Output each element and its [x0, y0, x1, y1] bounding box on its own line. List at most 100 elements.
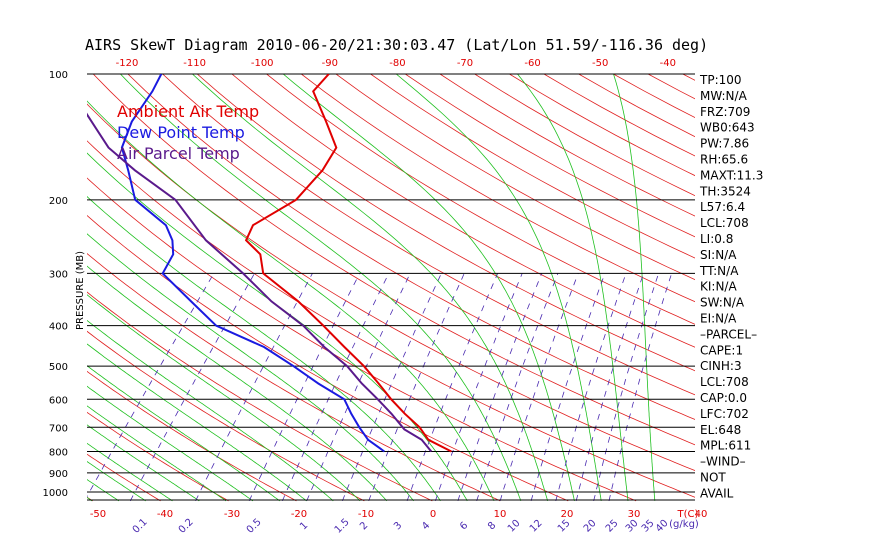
ambient-air-temp-line — [244, 74, 452, 453]
index-row: PW:7.86 — [700, 137, 749, 151]
mixing-ratio-label: 0.5 — [245, 517, 264, 536]
pressure-tick-label: 200 — [49, 196, 68, 207]
bottom-temp-tick: -20 — [291, 509, 307, 520]
moist-adiabat — [87, 233, 414, 502]
dry-adiabat — [787, 74, 870, 501]
mixing-ratio-label: 25 — [604, 518, 621, 535]
mixing-ratio-label: 3 — [392, 520, 404, 532]
index-row: L57:6.4 — [700, 200, 745, 214]
bottom-temp-tick: 0 — [430, 509, 436, 520]
dry-adiabat — [509, 74, 695, 177]
dry-adiabat — [87, 103, 695, 472]
mixing-ratio-unit-label: (g/kg) — [669, 519, 699, 530]
pressure-tick-label: 400 — [49, 322, 68, 333]
moist-adiabat — [87, 319, 334, 502]
legend-ambient-air-temp: Ambient Air Temp — [117, 102, 259, 121]
index-row: CAP:0.0 — [700, 391, 747, 405]
mixing-ratio-line — [499, 273, 579, 502]
moist-adiabat — [87, 294, 361, 502]
index-row: EI:N/A — [700, 312, 737, 326]
moist-adiabat — [395, 74, 602, 501]
dry-adiabat — [301, 74, 695, 303]
dry-adiabat — [92, 74, 695, 446]
mixing-ratio-line — [457, 273, 543, 502]
dry-adiabat — [87, 291, 433, 502]
mixing-ratio-line — [195, 273, 313, 502]
moist-adiabat — [87, 343, 307, 502]
mixing-ratio-label: 1 — [298, 520, 310, 532]
top-temp-tick: -40 — [660, 58, 676, 69]
moist-adiabat — [87, 385, 254, 502]
moist-adiabat — [192, 74, 548, 501]
index-row: SW:N/A — [700, 296, 745, 310]
dry-adiabat — [87, 370, 297, 502]
mixing-ratio-line — [248, 273, 360, 502]
dry-adiabat — [822, 74, 870, 501]
mixing-ratio-label: 30 — [624, 518, 641, 535]
bottom-temp-tick: -30 — [224, 509, 240, 520]
top-temp-tick: -80 — [389, 58, 405, 69]
index-row: TH:3524 — [699, 184, 751, 198]
bottom-temp-tick: 20 — [561, 509, 574, 520]
index-row: CAPE:1 — [700, 343, 743, 357]
top-temp-tick: -120 — [116, 58, 139, 69]
top-temp-tick: -90 — [322, 58, 338, 69]
mixing-ratio-line — [281, 273, 390, 502]
mixing-ratio-line — [368, 273, 465, 502]
moist-adiabat — [87, 460, 146, 502]
dry-adiabat — [87, 411, 229, 502]
dry-adiabat — [87, 453, 161, 502]
stability-indices: TP:100 MW:N/A FRZ:709 WB0:643 PW:7.86 RH:65.6… — [699, 73, 763, 500]
top-temp-tick: -100 — [251, 58, 274, 69]
mixing-ratio-line — [593, 273, 659, 501]
y-axis-label: PRESSURE (MB) — [75, 251, 86, 330]
mixing-ratio-line — [435, 273, 523, 502]
dry-adiabat — [87, 253, 501, 502]
moist-adiabat — [613, 74, 656, 501]
legend-air-parcel-temp: Air Parcel Temp — [117, 144, 240, 163]
bottom-temp-tick: -10 — [358, 509, 374, 520]
mixing-ratio-label: 10 — [506, 518, 523, 535]
moist-adiabat — [517, 74, 629, 501]
index-row: CINH:3 — [700, 359, 742, 373]
mixing-ratio-line — [306, 273, 411, 502]
mixing-ratio-label: 12 — [528, 518, 545, 535]
mixing-ratio-label: 2 — [358, 520, 370, 532]
mixing-ratio-line — [406, 273, 499, 502]
index-row: –PARCEL– — [700, 327, 757, 341]
mixing-ratio-label: 4 — [420, 520, 432, 532]
mixing-ratio-line — [575, 273, 644, 501]
mixing-ratio-label: 15 — [556, 518, 573, 535]
top-temp-tick: -50 — [592, 58, 608, 69]
dry-adiabat — [87, 140, 695, 498]
pressure-tick-label: 700 — [49, 423, 68, 434]
index-row: MAXT:11.3 — [700, 168, 763, 182]
dry-adiabat — [196, 74, 695, 372]
mixing-ratio-line — [530, 273, 606, 502]
mixing-ratio-label: 8 — [486, 520, 498, 532]
mixing-ratio-line — [476, 273, 559, 502]
index-row: RH:65.6 — [700, 153, 748, 167]
legend-dew-point-temp: Dew Point Temp — [117, 123, 245, 142]
pressure-tick-label: 100 — [49, 70, 68, 81]
mixing-ratio-label: 0.2 — [177, 517, 196, 536]
mixing-ratio-line — [555, 273, 627, 501]
dry-adiabat — [127, 74, 695, 420]
bottom-temp-tick: -50 — [90, 509, 106, 520]
moist-adiabat — [87, 405, 227, 502]
index-row: SI:N/A — [700, 248, 737, 262]
dry-adiabat — [647, 74, 695, 100]
pressure-tick-label: 600 — [49, 395, 68, 406]
dry-adiabat — [439, 74, 695, 217]
dry-adiabat — [87, 214, 569, 502]
dry-adiabat — [266, 74, 695, 325]
moist-adiabat — [87, 424, 200, 502]
dry-adiabat — [87, 177, 637, 502]
moist-adiabat — [87, 265, 388, 502]
mixing-ratio-label: 0.1 — [131, 517, 150, 536]
index-row: NOT — [700, 471, 726, 485]
chart-title: AIRS SkewT Diagram 2010-06-20/21:30:03.4… — [85, 36, 708, 54]
top-temp-tick: -70 — [457, 58, 473, 69]
profile-lines — [87, 74, 452, 453]
index-row: AVAIL — [700, 486, 734, 500]
